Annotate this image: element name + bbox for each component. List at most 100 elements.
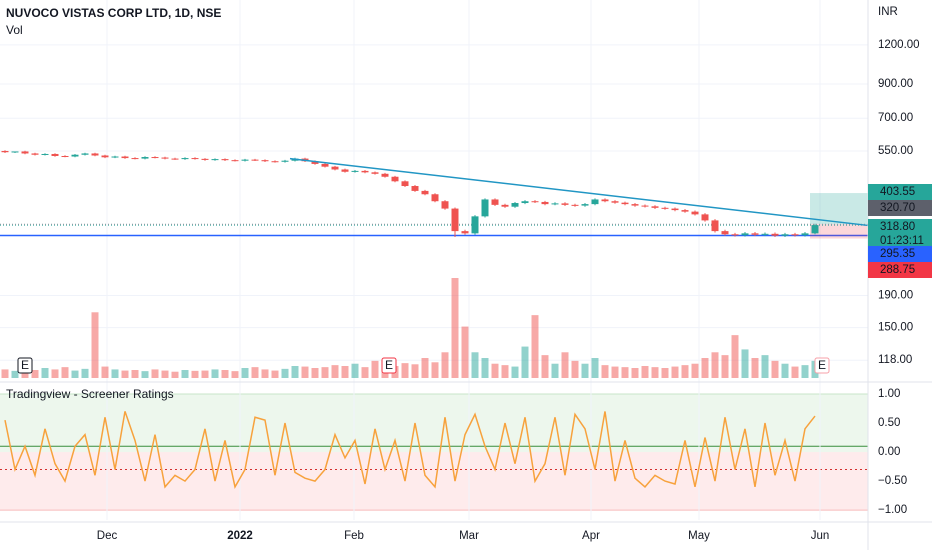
- candle-body: [281, 160, 289, 162]
- volume-bar: [241, 368, 249, 378]
- upper-band-fill: [0, 394, 868, 453]
- x-tick-label: Apr: [582, 530, 600, 542]
- volume-bar: [161, 370, 169, 378]
- candle-body: [121, 156, 129, 159]
- y-tick-label: 190.00: [878, 289, 913, 301]
- earnings-marker: [814, 357, 830, 374]
- candle-body: [711, 220, 719, 232]
- candle-body: [51, 153, 59, 157]
- volume-bar: [171, 371, 179, 378]
- candle-body: [481, 199, 489, 217]
- candle-body: [811, 225, 819, 234]
- candle-body: [211, 159, 219, 161]
- candle-body: [661, 207, 669, 209]
- candle-body: [801, 233, 809, 236]
- y-tick-label: −1.00: [878, 504, 907, 516]
- x-tick-label: Mar: [459, 530, 479, 542]
- volume-bar: [191, 370, 199, 378]
- candle-body: [361, 170, 369, 173]
- volume-bar: [801, 365, 809, 378]
- candle-body: [391, 176, 399, 182]
- candle-body: [411, 186, 419, 191]
- price-label: 318.80: [880, 221, 915, 233]
- x-tick-label: Feb: [344, 530, 364, 542]
- volume-bar: [621, 367, 629, 378]
- candle-body: [141, 157, 149, 159]
- price-label: 288.75: [880, 264, 915, 276]
- candle-body: [311, 161, 319, 164]
- volume-bar: [361, 367, 369, 378]
- volume-bar: [91, 312, 99, 378]
- candle-body: [81, 153, 89, 155]
- volume-bar: [141, 371, 149, 378]
- volume-bar: [71, 370, 79, 378]
- volume-bar: [11, 370, 19, 378]
- candle-body: [431, 194, 439, 202]
- volume-bar: [301, 366, 309, 378]
- candle-body: [331, 166, 339, 170]
- candle-body: [341, 169, 349, 172]
- y-tick-label: 700.00: [878, 112, 913, 124]
- candle-body: [261, 160, 269, 162]
- candle-body: [371, 172, 379, 174]
- candle-body: [241, 159, 249, 161]
- price-label-bg: [868, 219, 932, 249]
- candle-body: [21, 151, 29, 154]
- volume-bar: [211, 369, 219, 378]
- candle-body: [91, 153, 99, 156]
- candle-body: [171, 158, 179, 160]
- candle-body: [321, 163, 329, 167]
- candle-body: [271, 161, 279, 163]
- candle-body: [461, 231, 469, 234]
- currency: INR: [878, 6, 898, 18]
- candle-body: [691, 211, 699, 215]
- y-tick-label: 118.00: [878, 354, 912, 366]
- volume-bar: [671, 366, 679, 378]
- volume-bar: [411, 364, 419, 378]
- earnings-label: E: [385, 358, 393, 372]
- candle-body: [611, 201, 619, 203]
- volume-bar: [201, 370, 209, 378]
- x-tick-label: Jun: [811, 530, 830, 542]
- candle-body: [41, 153, 49, 155]
- countdown: 01:23:11: [880, 235, 924, 247]
- volume-bar: [271, 370, 279, 378]
- candle-body: [791, 234, 799, 236]
- volume-bar: [731, 335, 739, 378]
- volume-bar: [31, 370, 39, 378]
- volume-bar: [321, 367, 329, 378]
- earnings-marker: [381, 357, 397, 374]
- volume-bar: [741, 349, 749, 378]
- candle-body: [511, 203, 519, 207]
- earnings-label: E: [818, 358, 826, 372]
- x-tick-label: Dec: [97, 530, 118, 542]
- y-tick-label: 0.00: [878, 446, 900, 458]
- volume-bar: [521, 346, 529, 378]
- stop-zone: [810, 224, 868, 239]
- volume-bar: [131, 370, 139, 378]
- candle-body: [351, 170, 359, 172]
- candle-body: [741, 233, 749, 236]
- volume-bar: [761, 355, 769, 378]
- volume-bar: [511, 366, 519, 378]
- candle-body: [1, 150, 9, 153]
- candle-body: [61, 156, 69, 158]
- candle-body: [71, 154, 79, 157]
- indicator-line: [4, 411, 816, 489]
- indicator-title: Tradingview - Screener Ratings: [6, 387, 174, 401]
- candle-body: [131, 158, 139, 160]
- candle-body: [11, 151, 19, 153]
- volume-bar: [531, 315, 539, 378]
- candle-body: [231, 160, 239, 162]
- earnings-marker: [17, 357, 33, 374]
- candle-body: [601, 199, 609, 202]
- candle-body: [721, 231, 729, 235]
- volume-bar: [751, 358, 759, 378]
- y-tick-label: 550.00: [878, 145, 913, 157]
- price-label-bg: [868, 246, 932, 262]
- x-tick-label: May: [688, 530, 710, 542]
- price-label-bg: [868, 262, 932, 278]
- candle-body: [561, 203, 569, 205]
